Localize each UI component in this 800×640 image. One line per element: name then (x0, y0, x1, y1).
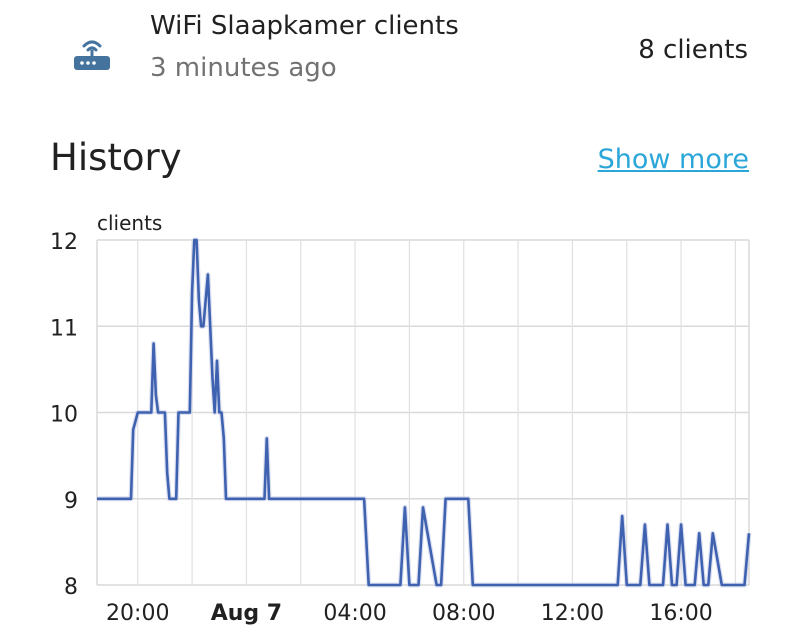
y-tick-label: 11 (50, 316, 78, 341)
x-tick-label: 16:00 (649, 601, 712, 626)
series-line-clients[interactable] (97, 238, 751, 587)
x-tick-label: 20:00 (106, 601, 169, 626)
show-more-link[interactable]: Show more (597, 144, 749, 175)
history-header: History Show more (0, 130, 800, 190)
entity-row[interactable]: WiFi Slaapkamer clients 3 minutes ago 8 … (0, 0, 800, 100)
router-wireless-icon (70, 30, 114, 74)
y-axis-label: clients (97, 211, 162, 235)
entity-name: WiFi Slaapkamer clients (150, 11, 459, 41)
x-tick-label: 12:00 (541, 601, 604, 626)
y-tick-label: 12 (50, 230, 78, 255)
y-tick-label: 9 (64, 489, 78, 514)
y-tick-label: 10 (50, 403, 78, 428)
history-title: History (50, 136, 182, 179)
x-tick-label: 04:00 (323, 601, 386, 626)
history-chart[interactable]: 12 11 10 9 8 20:00 Aug 7 04:00 08:00 12:00 16:00 cl… (0, 200, 800, 640)
x-tick-label: Aug 7 (211, 601, 282, 626)
y-tick-label: 8 (64, 575, 78, 600)
last-updated: 3 minutes ago (150, 53, 337, 83)
x-tick-label: 08:00 (432, 601, 495, 626)
entity-state: 8 clients (638, 35, 748, 65)
